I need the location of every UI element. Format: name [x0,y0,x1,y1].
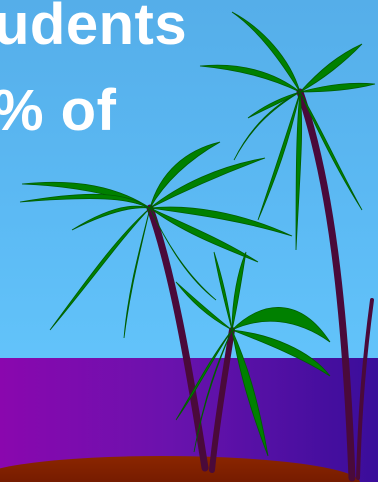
palm-fronds-right [199,11,376,251]
slide-title-line-2: % of [0,78,117,143]
slide-title-line-1: udents [0,0,188,57]
palm-fronds-lower [175,251,331,457]
palm-fronds-left [19,141,293,339]
palm-trunks [146,88,374,482]
